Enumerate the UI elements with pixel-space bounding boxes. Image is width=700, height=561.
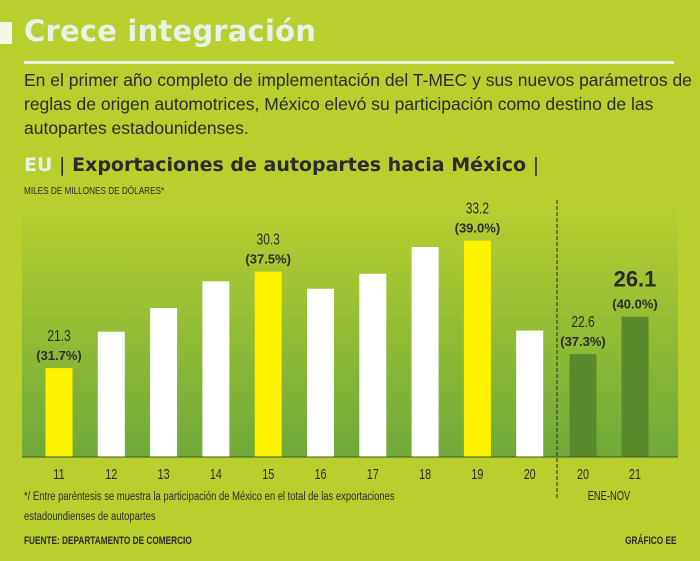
title-accent-bar [0,22,12,44]
bar-17 [359,273,387,457]
bar-12 [97,331,125,457]
bar-18 [411,247,439,457]
data-label-value: 33.2 [466,199,489,217]
footnote: */ Entre paréntesis se muestra la partic… [24,491,395,523]
bar-19 [463,240,491,457]
x-tick-label: 14 [210,465,222,482]
bar-ytd-20 [569,354,597,457]
data-label-value: 22.6 [571,312,594,330]
source-label: FUENTE: DEPARTAMENTO DE COMERCIO [24,535,192,547]
x-tick-label: 19 [471,465,483,482]
x-tick-label: 13 [158,465,170,482]
x-tick-label: 15 [262,465,274,482]
x-tick-label: 17 [367,465,379,482]
bar-16 [307,288,334,457]
bar-13 [150,308,178,457]
chart-heading-separator: | [59,154,66,176]
x-tick-label: 20 [577,465,589,482]
data-label-share: (37.3%) [560,334,606,349]
data-label-value: 26.1 [614,267,657,292]
chart-units-label: MILES DE MILLONES DE DÓLARES* [24,185,165,197]
bar-15 [254,271,282,457]
chart-country: EU [24,154,53,176]
x-tick-label: 11 [53,465,64,482]
chart-panel [22,204,678,457]
data-label-share: (39.0%) [455,221,501,236]
title-underline [24,61,674,64]
data-label-share: (31.7%) [36,348,82,363]
x-tick-label: 18 [419,465,431,482]
x-tick-label: 21 [629,465,641,482]
data-label-share: (40.0%) [612,297,658,312]
data-label-share: (37.5%) [245,252,291,267]
page-title: Crece integración [24,14,317,48]
x-tick-label: 16 [315,465,327,482]
bar-20 [516,330,544,457]
chart-title: Exportaciones de autopartes hacia México [72,154,527,176]
chart-heading-trailing-separator: | [532,154,540,176]
bar-ytd-21 [621,316,649,457]
intro-paragraph: En el primer año completo de implementac… [24,70,692,138]
bar-14 [202,281,230,457]
bar-11 [45,368,73,457]
group-label-ene-nov: ENE-NOV [588,490,631,504]
data-label-value: 30.3 [257,230,280,248]
chart-heading: EU | Exportaciones de autopartes hacia M… [24,154,539,176]
x-tick-label: 20 [524,465,536,482]
data-label-value: 21.3 [47,326,70,344]
graphic-credit: GRÁFICO EE [624,535,676,547]
x-tick-label: 12 [105,465,117,482]
